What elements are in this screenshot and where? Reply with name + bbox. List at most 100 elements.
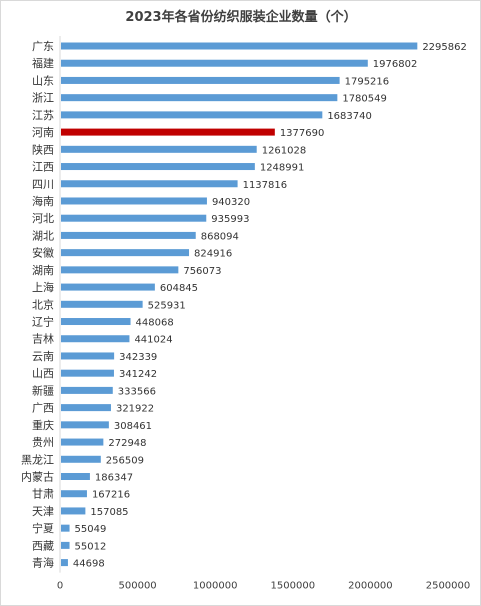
data-label: 448068 [136, 318, 174, 329]
category-label: 浙江 [32, 92, 54, 105]
data-label: 157085 [90, 507, 128, 518]
category-label: 陕西 [32, 142, 54, 156]
category-label: 四川 [32, 178, 54, 191]
data-label: 868094 [201, 231, 239, 242]
bar [61, 369, 114, 377]
chart-axes: 0 500000 1000000 1500000 2000000 2500000 广东福建山… [21, 36, 470, 592]
bar [61, 94, 338, 102]
x-tick-label: 1000000 [193, 581, 238, 592]
bar [61, 524, 70, 532]
bar [61, 335, 130, 343]
data-label: 1137816 [243, 180, 288, 191]
category-label: 吉林 [32, 332, 54, 346]
data-label: 824916 [194, 249, 232, 260]
data-label: 342339 [119, 352, 157, 363]
bar [61, 438, 104, 446]
category-label: 宁夏 [32, 521, 54, 535]
chart-bars: 2295862 1976802 1795216 1780549 168374013776… [61, 42, 467, 570]
category-label: 山西 [32, 367, 54, 380]
bar [61, 76, 340, 84]
category-label: 天津 [32, 505, 54, 518]
bar [61, 111, 323, 119]
bar [61, 559, 68, 567]
data-label: 935993 [211, 214, 249, 225]
data-label: 341242 [119, 369, 157, 380]
data-label: 272948 [108, 438, 146, 449]
bar [61, 490, 87, 498]
data-label: 256509 [106, 455, 144, 466]
category-label: 广西 [32, 402, 54, 415]
category-label: 山东 [32, 74, 54, 87]
bar [61, 214, 207, 222]
data-label: 441024 [134, 335, 172, 346]
bar [61, 300, 143, 308]
bar [61, 249, 190, 257]
category-label: 甘肃 [32, 488, 54, 501]
data-label: 308461 [114, 421, 152, 432]
data-label: 167216 [92, 490, 130, 501]
data-label: 55012 [75, 541, 107, 552]
bar [61, 352, 115, 360]
category-label: 内蒙古 [21, 470, 54, 484]
category-label: 辽宁 [32, 315, 54, 329]
bar [61, 283, 155, 291]
chart-title: 2023年各省份纺织服装企业数量（个） [125, 9, 356, 25]
category-label: 广东 [32, 40, 54, 53]
category-label: 贵州 [32, 436, 54, 449]
bar [61, 386, 113, 394]
category-label: 黑龙江 [21, 453, 54, 466]
x-tick-label: 500000 [119, 581, 157, 592]
x-tick-label: 1500000 [271, 581, 316, 592]
category-label: 新疆 [32, 383, 54, 397]
category-label: 安徽 [32, 246, 54, 260]
data-label: 1795216 [345, 76, 390, 87]
data-label: 940320 [212, 197, 250, 208]
bar [61, 404, 111, 412]
category-label: 江西 [32, 161, 54, 174]
category-label: 江苏 [32, 109, 54, 122]
data-label: 1248991 [260, 163, 305, 174]
bar [61, 163, 255, 171]
data-label: 2295862 [422, 42, 467, 53]
data-label: 333566 [118, 386, 156, 397]
category-label: 云南 [32, 350, 54, 363]
bar [61, 59, 368, 67]
x-tick-label: 2500000 [426, 581, 471, 592]
data-label: 1976802 [373, 59, 418, 70]
bar [61, 473, 90, 480]
bar [61, 145, 257, 153]
bar [61, 541, 70, 549]
category-label: 重庆 [32, 418, 54, 432]
data-label: 756073 [183, 266, 221, 277]
bar [61, 421, 109, 429]
x-tick-label: 2000000 [348, 581, 393, 592]
data-label: 186347 [95, 473, 133, 484]
bar [61, 455, 101, 463]
category-label: 湖南 [32, 264, 54, 277]
category-label: 河北 [32, 212, 54, 225]
category-label: 河南 [32, 126, 54, 139]
bar [61, 128, 275, 136]
x-tick-label: 0 [57, 581, 63, 592]
bar [61, 507, 86, 515]
data-label: 604845 [160, 283, 198, 294]
category-label: 上海 [32, 280, 54, 294]
bar [61, 180, 238, 188]
bar [61, 266, 179, 274]
category-label: 青海 [32, 556, 54, 570]
data-label: 44698 [73, 559, 105, 570]
data-label: 321922 [116, 404, 154, 415]
data-label: 55049 [75, 524, 107, 535]
bar [61, 197, 207, 205]
category-label: 西藏 [32, 539, 54, 552]
category-label: 福建 [32, 56, 54, 70]
data-label: 1780549 [342, 94, 387, 105]
bar [61, 42, 418, 50]
data-label: 1377690 [280, 128, 325, 139]
data-label: 1261028 [262, 145, 307, 156]
bar [61, 231, 196, 239]
category-label: 海南 [32, 194, 54, 208]
category-label: 北京 [32, 297, 54, 311]
